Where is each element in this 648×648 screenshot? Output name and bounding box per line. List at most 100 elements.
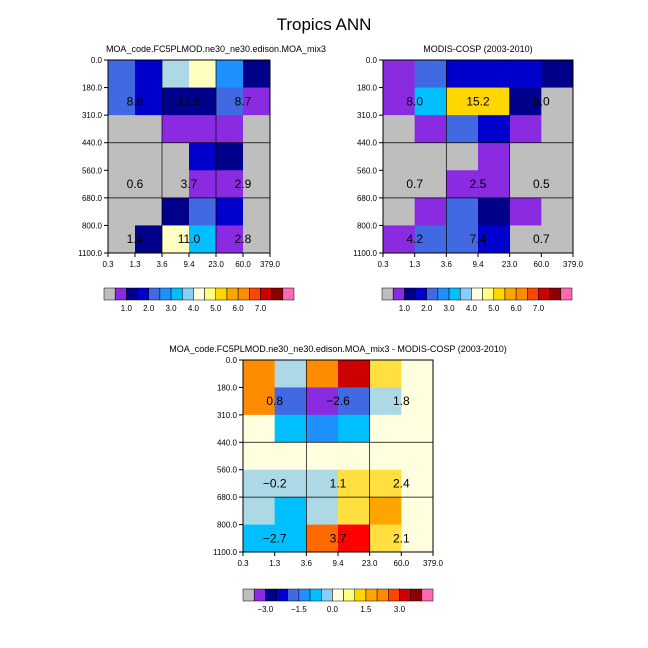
x-tick-label: 60.0 bbox=[394, 559, 410, 568]
colorbar-swatch bbox=[137, 287, 149, 301]
heatmap-cell bbox=[338, 442, 371, 471]
heatmap-cell bbox=[383, 225, 416, 254]
colorbar-swatch bbox=[215, 287, 228, 301]
heatmap-cell bbox=[135, 170, 163, 199]
heatmap-cell bbox=[243, 142, 271, 171]
heatmap-cell bbox=[243, 387, 276, 416]
x-tick-label: 1.3 bbox=[409, 260, 421, 269]
colorbar-abs: 1.0 2.0 3.0 4.0 5.0 6.0 7.0 bbox=[381, 287, 573, 313]
heatmap-cell bbox=[509, 87, 542, 116]
heatmap-cell bbox=[338, 414, 371, 443]
heatmap-cell bbox=[383, 170, 416, 199]
colorbar-label: 6.0 bbox=[233, 304, 245, 313]
heatmap-cell bbox=[216, 142, 244, 171]
colorbar-swatch bbox=[126, 287, 138, 301]
cell-value-label: 8.0 bbox=[406, 94, 423, 108]
heatmap-cell bbox=[216, 87, 244, 116]
cell-value-label: −2.7 bbox=[263, 531, 287, 545]
heatmap-cell bbox=[108, 142, 136, 171]
heatmap-cell bbox=[108, 115, 136, 144]
heatmap-cell bbox=[338, 524, 371, 553]
panel-title: MOA_code.FC5PLMOD.ne30_ne30.edison.MOA_m… bbox=[169, 344, 506, 354]
colorbar-swatch bbox=[343, 588, 356, 602]
y-tick-label: 180.0 bbox=[217, 383, 238, 392]
heatmap-cell bbox=[401, 524, 434, 553]
heatmap-cell bbox=[189, 87, 217, 116]
x-tick-label: 3.6 bbox=[441, 260, 453, 269]
colorbar-swatch bbox=[271, 287, 284, 301]
colorbar-swatch bbox=[415, 287, 427, 301]
colorbar-swatch bbox=[399, 588, 411, 602]
x-tick-label: 1.3 bbox=[129, 260, 141, 269]
heatmap-cell bbox=[541, 170, 574, 199]
heatmap-cell bbox=[401, 387, 434, 416]
y-tick-label: 680.0 bbox=[217, 493, 238, 502]
heatmap-cell bbox=[306, 360, 339, 388]
colorbar-swatch bbox=[404, 287, 416, 301]
colorbar-swatch bbox=[482, 287, 495, 301]
y-tick-label: 1100.0 bbox=[213, 548, 237, 557]
heatmap-cell bbox=[216, 60, 244, 88]
colorbar-swatch bbox=[538, 287, 550, 301]
heatmap-cell bbox=[414, 115, 447, 144]
heatmap-cell bbox=[243, 360, 276, 388]
colorbar-swatch bbox=[426, 287, 439, 301]
cell-value-label: −0.2 bbox=[263, 476, 287, 490]
heatmap-cell bbox=[162, 87, 190, 116]
x-tick-label: 379.0 bbox=[423, 559, 444, 568]
heatmap-cell bbox=[274, 524, 307, 553]
colorbar-swatch bbox=[448, 287, 461, 301]
heatmap-cell bbox=[446, 170, 479, 199]
cell-value-label: 7.4 bbox=[470, 232, 487, 246]
colorbar-swatch bbox=[421, 588, 434, 602]
heatmap-cell bbox=[414, 197, 447, 226]
heatmap-cell bbox=[108, 197, 136, 226]
colorbar-swatch bbox=[549, 287, 562, 301]
heatmap-cell bbox=[478, 170, 511, 199]
heatmap-cell bbox=[478, 87, 511, 116]
cell-value-label: 15.2 bbox=[466, 94, 490, 108]
cell-value-label: 0.7 bbox=[533, 232, 550, 246]
heatmap-cell bbox=[383, 197, 416, 226]
colorbar-swatch bbox=[253, 588, 266, 602]
heatmap-cell bbox=[243, 414, 276, 443]
colorbar-swatch bbox=[114, 287, 127, 301]
heatmap-cell bbox=[509, 225, 542, 254]
heatmap-cell bbox=[306, 497, 339, 525]
x-tick-label: 23.0 bbox=[502, 260, 518, 269]
colorbar-label: 7.0 bbox=[255, 304, 267, 313]
y-tick-label: 180.0 bbox=[82, 84, 103, 93]
cell-value-label: 11.0 bbox=[178, 232, 201, 246]
heatmap-cell bbox=[306, 414, 339, 443]
y-tick-label: 1100.0 bbox=[353, 249, 377, 258]
x-tick-label: 379.0 bbox=[563, 260, 584, 269]
heatmap-cell bbox=[541, 60, 574, 88]
heatmap-cell bbox=[478, 142, 511, 171]
heatmap-cell bbox=[338, 387, 371, 416]
cell-value-label: 2.1 bbox=[393, 531, 410, 545]
heatmap-cell bbox=[401, 414, 434, 443]
heatmap-cell bbox=[369, 442, 402, 471]
colorbar-label: 1.5 bbox=[360, 605, 372, 614]
heatmap-cell bbox=[162, 142, 190, 171]
heatmap-cell bbox=[541, 115, 574, 144]
colorbar-swatch bbox=[504, 287, 517, 301]
colorbar-label: −1.5 bbox=[291, 605, 307, 614]
x-tick-label: 3.6 bbox=[156, 260, 168, 269]
colorbar-swatch bbox=[170, 287, 183, 301]
heatmap-cell bbox=[446, 115, 479, 144]
heatmap-cell bbox=[478, 60, 511, 88]
y-tick-label: 800.0 bbox=[82, 221, 103, 230]
heatmap-cell bbox=[108, 60, 136, 88]
colorbar-swatch bbox=[332, 588, 344, 602]
y-tick-label: 440.0 bbox=[82, 139, 103, 148]
cell-value-label: 1.4 bbox=[127, 232, 144, 246]
heatmap-cell bbox=[306, 524, 339, 553]
heatmap-cell bbox=[162, 170, 190, 199]
colorbar-label: 4.0 bbox=[188, 304, 200, 313]
colorbar-swatch bbox=[493, 287, 506, 301]
heatmap-cell bbox=[306, 387, 339, 416]
cell-value-label: 0.7 bbox=[406, 177, 423, 191]
heatmap-cell bbox=[369, 524, 402, 553]
colorbar-swatch bbox=[265, 588, 277, 602]
